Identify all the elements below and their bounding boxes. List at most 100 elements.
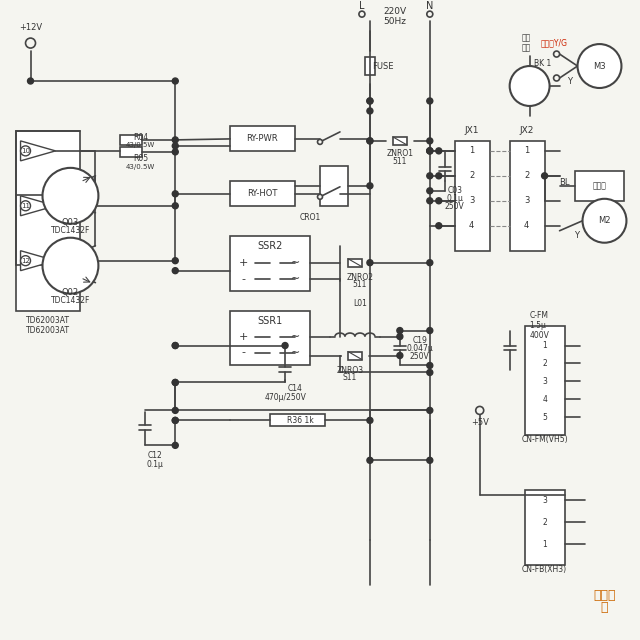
Circle shape [427, 11, 433, 17]
Circle shape [427, 408, 433, 413]
Circle shape [367, 417, 373, 424]
Text: CN-FB(XH3): CN-FB(XH3) [522, 565, 567, 574]
Text: N: N [426, 1, 433, 11]
Circle shape [172, 408, 179, 413]
FancyBboxPatch shape [230, 126, 295, 151]
FancyBboxPatch shape [393, 137, 407, 145]
Text: S11: S11 [343, 373, 357, 382]
Text: C12: C12 [148, 451, 163, 460]
Circle shape [172, 442, 179, 449]
Circle shape [172, 149, 179, 155]
Text: 1: 1 [542, 540, 547, 548]
Circle shape [436, 148, 442, 154]
Text: 250V: 250V [410, 352, 429, 361]
Text: R36 1k: R36 1k [287, 416, 314, 425]
FancyBboxPatch shape [575, 171, 625, 201]
Text: 400V: 400V [530, 331, 550, 340]
FancyBboxPatch shape [525, 490, 564, 565]
Text: RY-PWR: RY-PWR [246, 134, 278, 143]
Text: ~: ~ [291, 348, 300, 358]
Circle shape [172, 203, 179, 209]
Text: JX1: JX1 [465, 127, 479, 136]
FancyBboxPatch shape [56, 189, 74, 201]
Text: CRO1: CRO1 [300, 213, 321, 222]
FancyBboxPatch shape [348, 259, 362, 267]
Circle shape [172, 143, 179, 149]
Circle shape [282, 342, 288, 349]
Text: 470μ/250V: 470μ/250V [264, 393, 306, 402]
Text: 3: 3 [542, 496, 547, 505]
Circle shape [172, 342, 179, 349]
Circle shape [20, 146, 31, 156]
Text: 43/0.5W: 43/0.5W [125, 142, 155, 148]
Text: 头条号: 头条号 [593, 589, 616, 602]
Text: M3: M3 [593, 61, 606, 70]
FancyBboxPatch shape [509, 141, 545, 251]
Text: Y: Y [574, 231, 579, 240]
Text: 压缩机Y/G: 压缩机Y/G [541, 38, 568, 47]
Polygon shape [20, 196, 56, 216]
Circle shape [367, 98, 373, 104]
Text: 5: 5 [542, 413, 547, 422]
Circle shape [172, 137, 179, 143]
Circle shape [397, 353, 403, 358]
Text: C19: C19 [412, 336, 428, 345]
Text: +12V: +12V [19, 22, 42, 31]
Circle shape [367, 138, 373, 144]
FancyBboxPatch shape [230, 181, 295, 206]
Text: BL: BL [559, 179, 570, 188]
Text: CN-FM(VH5): CN-FM(VH5) [522, 435, 568, 444]
Text: Y: Y [567, 77, 572, 86]
Polygon shape [20, 141, 56, 161]
Circle shape [427, 458, 433, 463]
Text: 511: 511 [393, 157, 407, 166]
Circle shape [26, 38, 35, 48]
FancyBboxPatch shape [230, 310, 310, 365]
FancyBboxPatch shape [270, 415, 325, 426]
Circle shape [397, 328, 403, 333]
Text: 43/0.5W: 43/0.5W [125, 164, 155, 170]
Text: TDC1432F: TDC1432F [51, 226, 90, 236]
Text: 4: 4 [469, 221, 474, 230]
Circle shape [541, 173, 548, 179]
Text: C03: C03 [447, 186, 462, 195]
Circle shape [397, 333, 403, 340]
Circle shape [427, 148, 433, 154]
Text: 3: 3 [524, 196, 529, 205]
Text: FUSE: FUSE [372, 61, 394, 70]
Text: 511: 511 [353, 280, 367, 289]
Text: TDC1432F: TDC1432F [51, 296, 90, 305]
Circle shape [172, 380, 179, 385]
Text: 2: 2 [469, 172, 474, 180]
Circle shape [172, 417, 179, 424]
Circle shape [367, 98, 373, 104]
Circle shape [42, 168, 99, 224]
Text: 10: 10 [21, 148, 30, 154]
Circle shape [367, 138, 373, 144]
Text: C-FM: C-FM [530, 311, 548, 320]
Circle shape [427, 138, 433, 144]
Circle shape [582, 199, 627, 243]
Text: 1: 1 [542, 341, 547, 350]
Text: R04: R04 [132, 133, 148, 143]
Circle shape [436, 198, 442, 204]
Circle shape [577, 44, 621, 88]
Circle shape [427, 148, 433, 154]
FancyBboxPatch shape [120, 135, 142, 145]
Circle shape [172, 268, 179, 274]
Circle shape [20, 201, 31, 211]
Text: RY-HOT: RY-HOT [247, 189, 277, 198]
Text: 12: 12 [21, 258, 30, 264]
Text: M2: M2 [598, 216, 611, 225]
FancyBboxPatch shape [525, 326, 564, 435]
Polygon shape [20, 251, 56, 271]
Text: BK 1: BK 1 [534, 58, 551, 68]
Circle shape [359, 11, 365, 17]
Circle shape [427, 98, 433, 104]
Text: 220V: 220V [383, 6, 406, 15]
FancyBboxPatch shape [365, 57, 375, 75]
Text: 1: 1 [469, 147, 474, 156]
Text: +: + [239, 258, 248, 268]
Circle shape [367, 458, 373, 463]
Text: 3: 3 [542, 377, 547, 386]
